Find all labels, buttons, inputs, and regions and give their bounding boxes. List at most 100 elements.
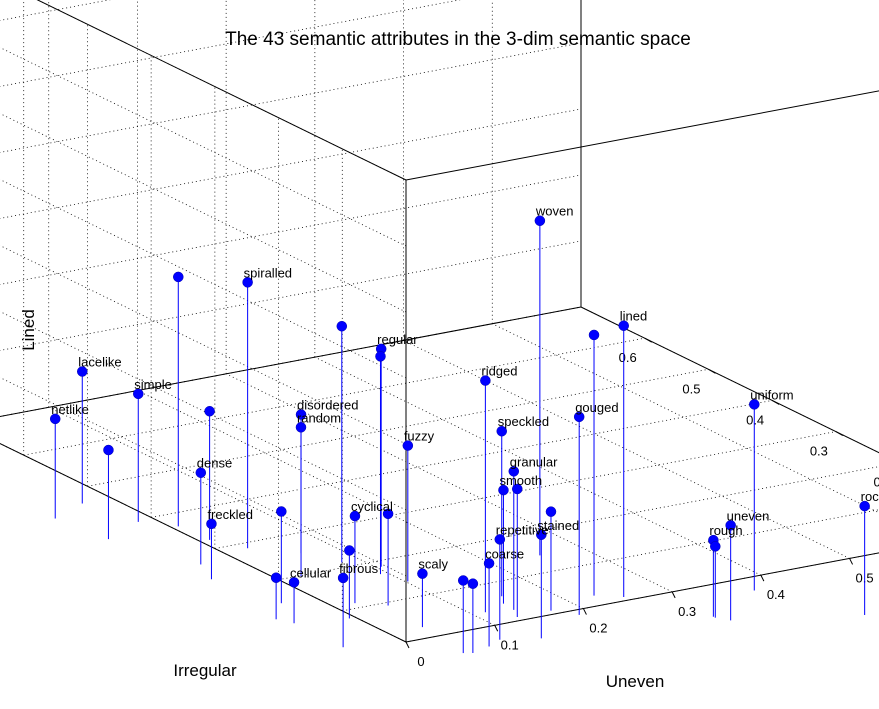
axes-box <box>0 0 879 643</box>
data-point <box>725 520 736 531</box>
box-edge <box>405 90 879 181</box>
grid-line <box>87 368 709 487</box>
data-point <box>195 467 207 478</box>
point-label: lined <box>620 309 647 324</box>
grid-line <box>580 306 879 454</box>
y-tick-label: 0.5 <box>682 381 700 396</box>
point-label: scaly <box>418 557 448 572</box>
data-point <box>402 440 414 451</box>
y-tick-mark <box>708 368 716 374</box>
y-tick-label: 0.3 <box>810 444 828 459</box>
point-label: disordered <box>297 398 358 413</box>
grid-line <box>492 323 879 514</box>
y-tick-label: 0.6 <box>619 350 637 365</box>
data-point <box>375 351 386 362</box>
data-point <box>467 578 479 589</box>
data-point <box>508 466 520 477</box>
data-point <box>270 572 282 583</box>
x-tick-mark <box>494 625 499 632</box>
point-label: fibrous <box>339 561 379 576</box>
grid-line <box>0 245 407 445</box>
x-axis-label: Uneven <box>606 672 665 691</box>
point-label: freckled <box>207 507 253 522</box>
point-label: ridged <box>481 364 517 379</box>
point-label: speckled <box>498 414 549 429</box>
chart-title: The 43 semantic attributes in the 3-dim … <box>225 29 691 50</box>
box-edge <box>0 306 582 417</box>
data-point <box>133 388 144 400</box>
data-point <box>337 572 349 584</box>
data-point <box>242 277 253 288</box>
x-tick-mark <box>671 591 676 599</box>
point-label: spiralled <box>244 265 292 280</box>
box-edge <box>580 306 879 454</box>
data-point <box>496 425 507 437</box>
data-point <box>618 320 629 331</box>
grid-line <box>0 240 582 351</box>
x-tick-mark <box>760 574 765 582</box>
point-label: cyclical <box>351 499 393 514</box>
y-tick-mark <box>771 399 780 405</box>
point-label: uniform <box>750 387 793 402</box>
grid-line <box>137 390 584 609</box>
point-label: rough <box>709 523 742 538</box>
y-tick-mark <box>644 337 652 343</box>
x-tick-label: 0.3 <box>678 604 696 619</box>
grid-line <box>0 377 407 577</box>
grid-line <box>0 113 407 313</box>
point-label: fuzzy <box>404 429 435 444</box>
y-tick-mark <box>835 431 844 437</box>
tick-labels: 00.10.20.30.40.50.60.700.10.20.30.40.50.… <box>405 337 879 669</box>
data-point <box>588 329 600 341</box>
data-point <box>295 409 307 420</box>
data-points <box>49 215 870 589</box>
point-labels: lacelike simple netlike spiralled random dens… <box>51 204 879 581</box>
data-point <box>276 506 287 517</box>
data-point <box>103 444 114 456</box>
data-point <box>344 545 355 556</box>
data-point <box>749 399 760 410</box>
grid-line <box>0 179 407 379</box>
point-label: lacelike <box>78 355 121 370</box>
data-point <box>480 375 491 386</box>
point-label: netlike <box>51 402 89 417</box>
data-point <box>534 215 546 226</box>
x-tick-mark <box>582 608 587 615</box>
data-point <box>288 577 300 588</box>
grid-line <box>314 356 762 576</box>
point-label: rocky <box>861 489 879 504</box>
grid-line <box>0 47 407 247</box>
grid-line <box>0 311 407 511</box>
data-point <box>545 506 557 517</box>
x-tick-mark <box>849 558 854 565</box>
point-label: woven <box>535 204 574 219</box>
box-edge <box>0 442 407 643</box>
point-label: cellular <box>290 565 332 580</box>
data-point <box>498 484 509 496</box>
y-tick-label: 0.2 <box>874 475 879 490</box>
point-label: uneven <box>727 508 770 523</box>
grid-line <box>151 400 773 518</box>
data-point <box>494 534 506 545</box>
data-point <box>512 483 523 495</box>
y-axis-label: Irregular <box>173 661 237 680</box>
data-point <box>382 508 394 520</box>
point-label: stained <box>537 518 579 533</box>
data-point <box>295 422 307 433</box>
point-label: simple <box>134 377 172 392</box>
x-tick-mark <box>405 641 410 649</box>
point-label: granular <box>510 454 558 469</box>
x-tick-label: 0 <box>417 654 424 669</box>
grid-line <box>0 108 582 219</box>
grid-line <box>48 406 495 626</box>
grid-lines <box>0 0 879 643</box>
data-point <box>349 510 361 522</box>
point-label: regular <box>377 332 418 347</box>
point-label: random <box>297 410 341 425</box>
data-point <box>859 500 870 512</box>
y-tick-label: 0.4 <box>746 412 764 427</box>
data-point <box>336 320 348 332</box>
point-label: repetitive <box>496 522 549 537</box>
box-edge <box>36 0 407 181</box>
